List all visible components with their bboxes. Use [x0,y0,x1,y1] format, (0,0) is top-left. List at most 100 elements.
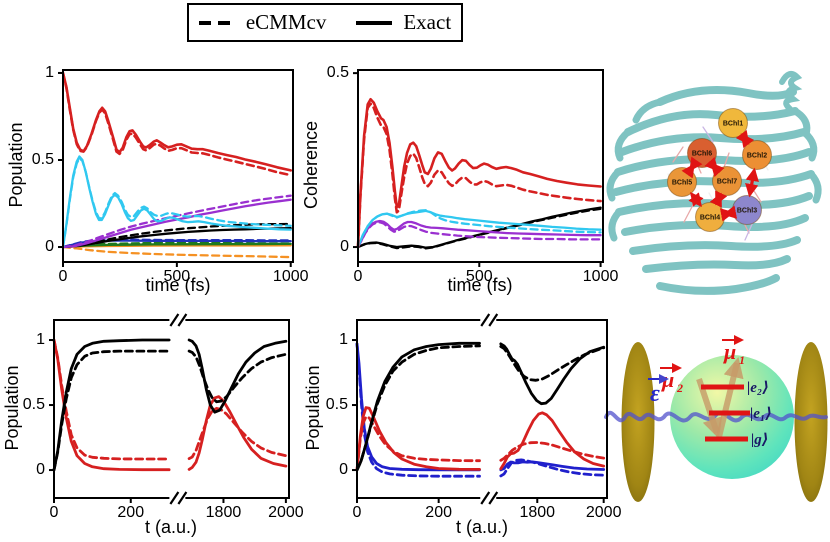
chart-fmo-coherence [353,69,604,267]
y-tick-label: 0.5 [31,150,54,168]
site-BChl5: BChl5 [667,167,697,197]
axis-break-icon [488,491,499,505]
site-label-BChl4: BChl4 [700,215,720,222]
axis-break-icon [177,491,188,505]
series-black-exact [499,342,606,406]
x-axis-label-tls: t (a.u.) [144,517,197,537]
plot-legend: eCMMcv Exact [187,3,463,42]
y-tick-label: 0.5 [22,396,45,414]
site-BChl6: BChl6 [687,138,717,168]
chart-tls-population [49,313,290,505]
y-tick-label: 0 [36,461,45,479]
x-axis-label-vsystem: t (a.u.) [455,517,508,537]
x-tick-label: 500 [465,268,493,285]
series-red-exact [499,411,606,471]
series-orange-eCMMcv [61,245,292,259]
site-label-BChl2: BChl2 [747,153,767,160]
legend-solid-line-sample [356,20,393,25]
site-label-BChl5: BChl5 [672,180,692,187]
svg-text:ε: ε [650,381,660,407]
x-tick-label: 0 [58,268,68,285]
series-blue-exact [355,342,481,472]
legend-entry-exact: Exact [356,10,451,35]
coupling-arrow-BChl4-BChl3 [719,205,738,222]
y-tick-label: 1 [45,63,54,81]
ket-e1: |e₁⟩ [750,406,772,422]
x-axis-label-fmo-coherence: time (fs) [447,275,513,295]
mu1-label: μ 1 [722,335,745,367]
y-tick-label: 1 [339,331,348,349]
x-tick-label: 200 [425,504,452,521]
site-BChl2: BChl2 [742,140,772,170]
axis-break-icon [480,313,491,327]
series-blue-exact [61,239,292,249]
series-red-exact [356,97,602,249]
series-black-exact [187,338,288,414]
site-label-BChl3: BChl3 [737,208,757,215]
x-tick-label: 1000 [582,268,619,285]
x-tick-label: 2000 [268,504,304,521]
legend-label-exact: Exact [403,10,452,34]
series-purple-exact [356,219,602,249]
series-red-eCMMcv [355,415,481,472]
series-blue-exact [499,460,606,472]
plot-frame [356,319,608,499]
chart-vsystem-population [352,313,608,505]
plot-frame [357,69,604,263]
y-axis-label-fmo-coherence: Coherence [301,120,321,210]
axis-break-icon [480,491,491,505]
site-BChl3: BChl3 [732,195,762,225]
legend-label-ecmmcv: eCMMcv [245,10,327,34]
x-tick-label: 2000 [585,504,622,521]
site-BChl1: BChl1 [718,108,748,138]
axis-break-icon [488,313,499,327]
x-axis-label-fmo-population: time (fs) [145,275,211,295]
coupling-arrow-BChl7-BChl4 [709,190,728,208]
x-tick-label: 1800 [519,504,556,521]
mu2-label: μ 2 [660,363,683,395]
series-cyan-exact [356,209,602,249]
series-red-exact [355,406,481,472]
x-tick-label: 1000 [272,268,309,285]
y-tick-label: 0 [340,238,349,256]
plot-frame [53,319,290,499]
coupling-arrow-BChl1-BChl2 [735,129,755,149]
y-tick-label: 0 [45,238,54,256]
svg-text:μ: μ [723,339,736,364]
series-purple-eCMMcv [356,221,602,249]
fmo-protein-illustration: BChl1 BChl2 BChl6 BChl5 BChl7 BChl3 BChl4 [606,70,822,295]
axis-break-icon [169,313,180,327]
series-red-exact [61,71,292,172]
series-cyan-exact [61,155,292,249]
cavity-mirror-right [794,342,828,502]
x-tick-label: 200 [117,504,145,521]
series-black-exact [52,338,171,472]
ket-g: |g⟩ [751,432,769,448]
ket-e2: |e₂⟩ [747,380,769,396]
x-tick-label: 0 [353,268,363,285]
cavity-schematic: |e₂⟩ |e₁⟩ |g⟩ μ 1 μ 2 ε [604,335,828,502]
coupling-arrow-BChl2-BChl3 [745,167,759,198]
site-label-BChl1: BChl1 [723,121,743,128]
site-BChl7: BChl7 [712,166,742,196]
series-red-exact [52,338,171,472]
cavity-mirror-left [621,342,655,502]
plot-frame [62,69,294,263]
series-red-exact [187,395,288,471]
series-black-exact [61,227,292,249]
series-black-exact [355,341,481,472]
y-tick-label: 0.5 [326,64,349,82]
legend-dashed-line-sample [198,20,235,25]
coupling-arrow-BChl5-BChl4 [688,192,704,207]
legend-entry-ecmmcv: eCMMcv [198,10,327,35]
axis-break-icon [177,313,188,327]
y-tick-label: 0 [339,461,348,479]
x-tick-label: 1800 [205,504,242,521]
svg-text:2: 2 [676,381,683,395]
y-tick-label: 0.5 [325,396,348,414]
site-label-BChl7: BChl7 [717,179,737,186]
chart-fmo-population [58,69,294,267]
series-black-exact [356,206,602,249]
x-tick-label: 0 [49,504,59,521]
